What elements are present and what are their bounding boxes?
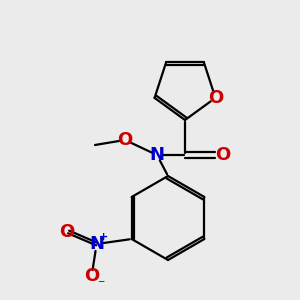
- Text: O: O: [117, 131, 133, 149]
- Text: O: O: [84, 267, 99, 285]
- Text: O: O: [208, 89, 223, 107]
- Text: +: +: [99, 232, 108, 242]
- Text: ⁻: ⁻: [97, 277, 104, 291]
- Text: O: O: [59, 223, 74, 241]
- Text: N: N: [149, 146, 164, 164]
- Text: O: O: [215, 146, 231, 164]
- Text: N: N: [89, 235, 104, 253]
